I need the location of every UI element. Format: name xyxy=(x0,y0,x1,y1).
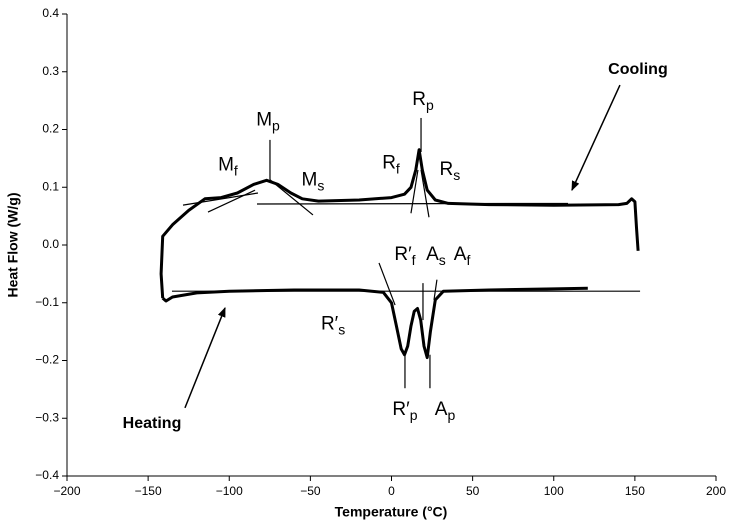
annotation-main: M xyxy=(218,154,234,175)
annotation: Rs xyxy=(440,159,461,183)
arrow xyxy=(571,84,621,192)
series-label: Cooling xyxy=(608,61,668,78)
annotation-sub: f xyxy=(396,160,400,176)
guide-line xyxy=(420,169,430,218)
y-tick-label: 0.0 xyxy=(42,237,59,251)
guide-line xyxy=(207,189,256,213)
y-tick-label: 0.4 xyxy=(42,6,59,20)
annotation-main: A xyxy=(454,244,467,265)
x-axis-title: Temperature (°C) xyxy=(335,504,448,520)
annotation-main: R xyxy=(382,153,396,174)
x-tick-label: 200 xyxy=(706,484,726,498)
annotation-main: A xyxy=(426,244,439,265)
annotation: R′f xyxy=(394,244,415,268)
annotation-main: M xyxy=(302,169,318,190)
annotation: Ap xyxy=(435,399,456,423)
arrow xyxy=(184,307,226,409)
x-tick-label: 100 xyxy=(544,484,564,498)
annotation: Af xyxy=(454,244,471,268)
x-tick-label: −50 xyxy=(300,484,321,498)
x-tick-label: −100 xyxy=(216,484,243,498)
annotation-sub: s xyxy=(439,252,446,268)
x-tick-label: −150 xyxy=(135,484,162,498)
y-tick-label: −0.2 xyxy=(35,353,59,367)
annotation: R′p xyxy=(392,399,417,423)
y-tick-label: 0.1 xyxy=(42,179,59,193)
y-tick-label: 0.3 xyxy=(42,64,59,78)
annotation: Rp xyxy=(412,89,434,113)
annotation-sub: p xyxy=(410,407,418,423)
guide-line xyxy=(433,279,438,300)
data-line xyxy=(159,148,640,299)
y-tick-label: −0.1 xyxy=(35,295,59,309)
annotation: Rf xyxy=(382,153,400,177)
series-label: Heating xyxy=(123,415,182,432)
annotation-sub: s xyxy=(453,167,460,183)
annotation-main: R′ xyxy=(394,244,412,265)
guide-line xyxy=(410,169,419,214)
annotation-main: M xyxy=(256,109,272,130)
annotation-main: R xyxy=(412,89,426,110)
annotation-main: R′ xyxy=(392,399,410,420)
annotation: Ms xyxy=(302,169,325,193)
annotation-sub: s xyxy=(338,321,345,337)
annotation-main: R xyxy=(440,159,454,180)
y-tick-label: −0.3 xyxy=(35,410,59,424)
y-tick-label: 0.2 xyxy=(42,122,59,136)
x-tick-label: 150 xyxy=(625,484,645,498)
annotation-sub: p xyxy=(447,407,455,423)
annotation-sub: p xyxy=(272,117,280,133)
x-tick-label: 50 xyxy=(466,484,480,498)
annotation: R′s xyxy=(321,314,345,338)
annotation-sub: f xyxy=(412,252,416,268)
data-line xyxy=(161,286,588,360)
annotation: Mp xyxy=(256,109,280,133)
x-tick-label: −200 xyxy=(53,484,80,498)
annotation-sub: f xyxy=(234,162,238,178)
annotation-sub: f xyxy=(466,252,470,268)
x-tick-label: 0 xyxy=(388,484,395,498)
annotation-sub: s xyxy=(317,177,324,193)
annotation-main: A xyxy=(435,399,448,420)
annotation-sub: p xyxy=(426,97,434,113)
annotation: As xyxy=(426,244,446,268)
annotation-main: R′ xyxy=(321,314,339,335)
guide-line xyxy=(378,262,396,306)
annotation: Mf xyxy=(218,154,238,178)
y-axis-title: Heat Flow (W/g) xyxy=(5,193,21,298)
y-tick-label: −0.4 xyxy=(35,468,59,482)
